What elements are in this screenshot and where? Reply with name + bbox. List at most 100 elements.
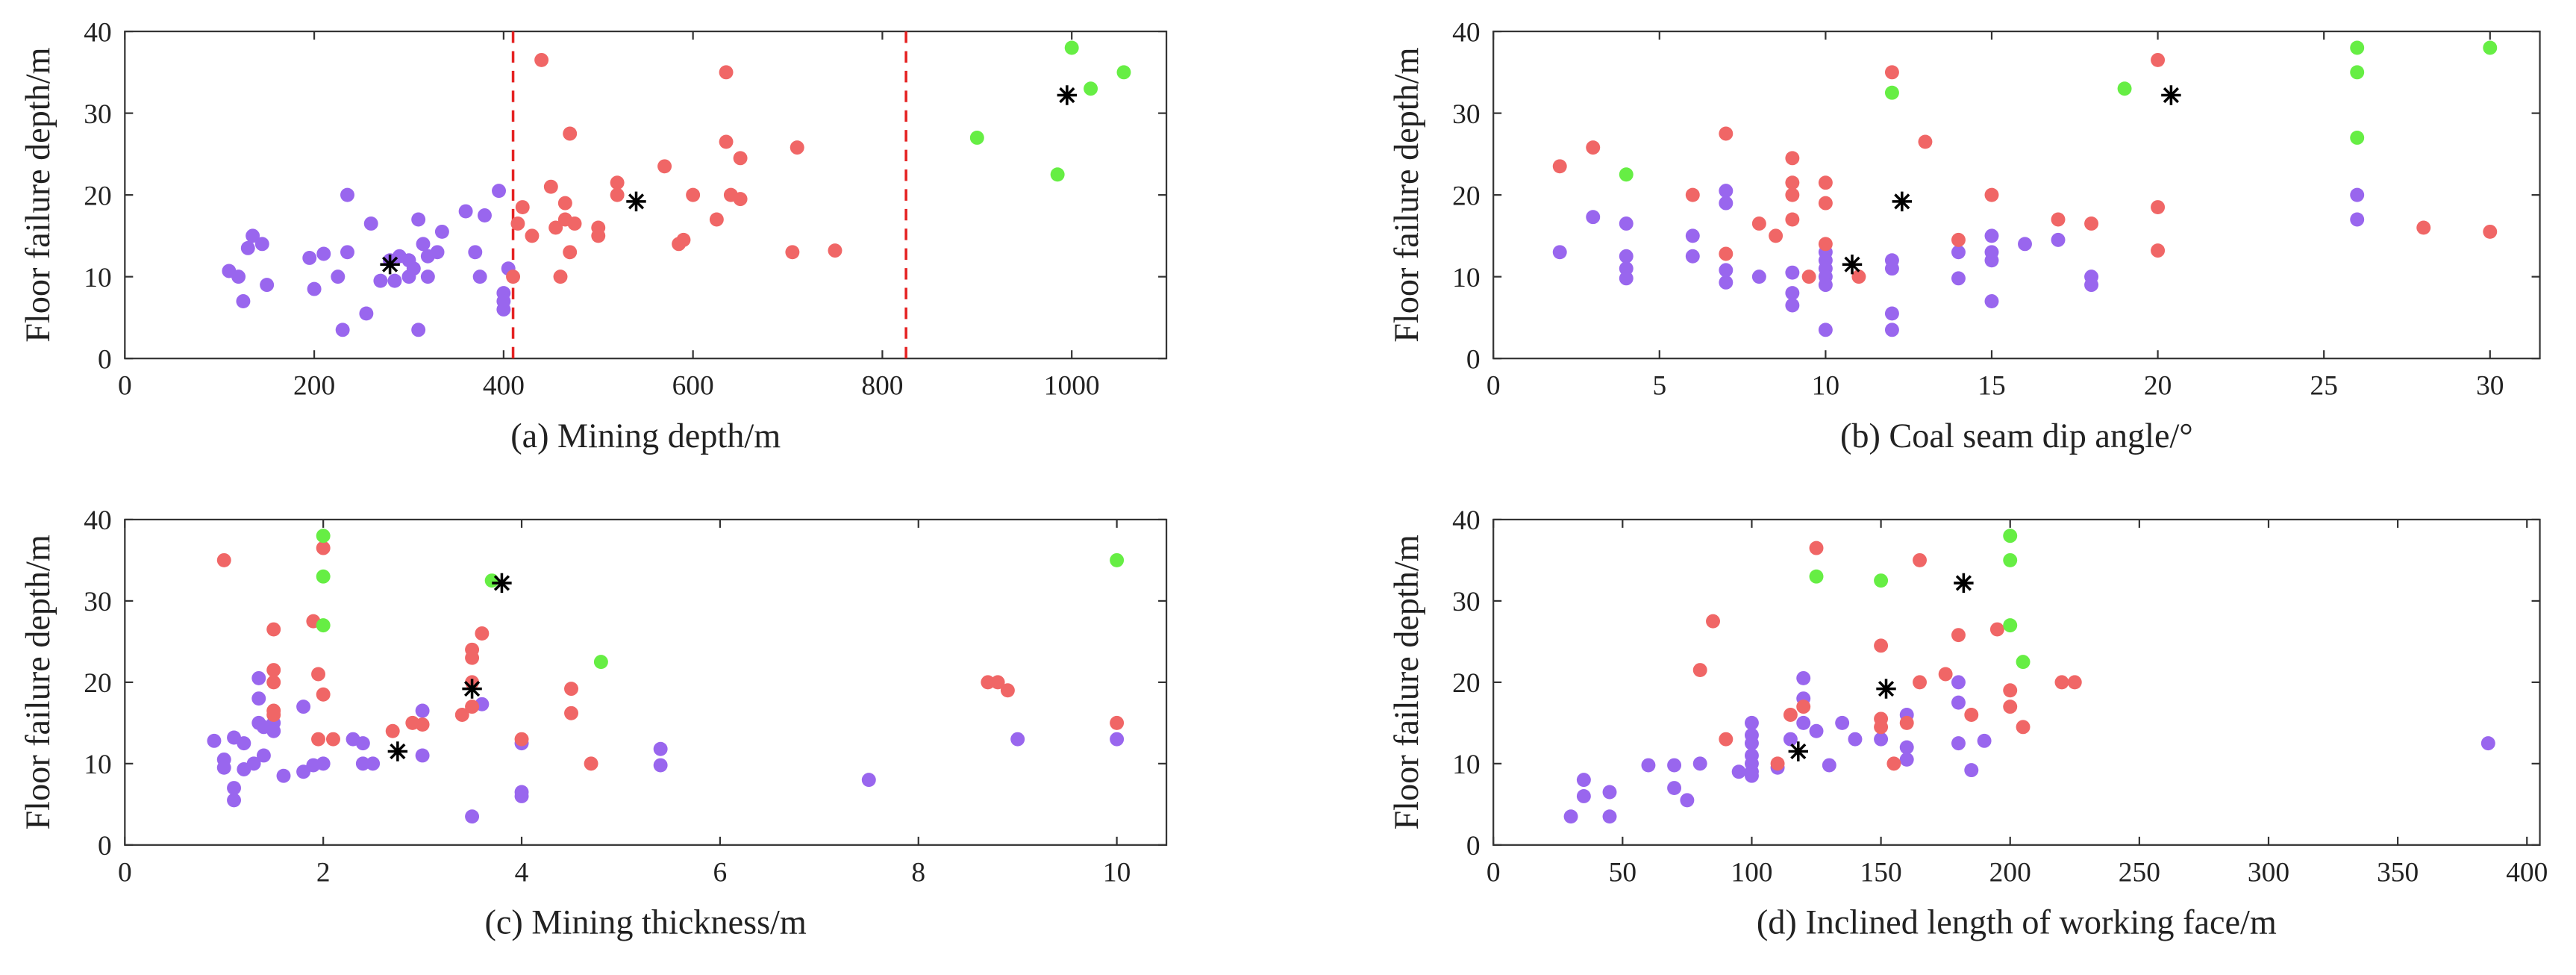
- point: [1719, 275, 1734, 290]
- point: [510, 216, 525, 231]
- y-tick-label: 20: [1452, 668, 1480, 699]
- point: [2350, 130, 2365, 145]
- point: [1783, 708, 1798, 722]
- y-tick-label: 0: [98, 344, 112, 375]
- x-tick-label: 1000: [1044, 371, 1100, 402]
- point: [1719, 126, 1734, 141]
- point: [1576, 773, 1591, 788]
- point: [1084, 81, 1098, 96]
- point: [1110, 552, 1125, 567]
- point: [1770, 756, 1785, 771]
- asterisk-point: [626, 191, 646, 212]
- point: [1899, 715, 1914, 730]
- point: [610, 187, 625, 202]
- subplot: 0 5 10 15 20 25 30 0 10 20 30 40 (b) Coal seam dip a…: [1387, 17, 2541, 455]
- point: [454, 708, 469, 722]
- point: [1913, 675, 1927, 690]
- y-tick-label: 20: [84, 668, 111, 699]
- point: [1951, 232, 1966, 247]
- point: [1796, 715, 1811, 730]
- point: [465, 650, 480, 665]
- asterisk-point: [1954, 573, 1974, 594]
- point: [1796, 700, 1811, 714]
- point: [1809, 569, 1824, 584]
- point: [1964, 763, 1979, 778]
- point: [266, 622, 281, 637]
- point: [316, 618, 331, 633]
- point: [557, 196, 572, 211]
- point: [2084, 216, 2099, 231]
- point: [1641, 758, 1656, 773]
- point: [1000, 683, 1015, 698]
- x-tick-label: 0: [1486, 857, 1501, 888]
- point: [2416, 220, 2431, 235]
- x-axis-label: (c) Mining thickness/m: [485, 903, 807, 941]
- point: [1951, 695, 1966, 710]
- point: [430, 245, 445, 260]
- point: [296, 700, 311, 714]
- point: [1884, 65, 1899, 80]
- point: [406, 261, 421, 276]
- point: [1785, 265, 1800, 280]
- point: [1899, 752, 1914, 767]
- point: [2480, 736, 2495, 751]
- asterisk-point: [1892, 191, 1912, 212]
- point: [326, 732, 340, 747]
- point: [266, 663, 281, 678]
- axes-box: [1492, 518, 2541, 846]
- point: [237, 736, 251, 751]
- point: [1552, 159, 1567, 174]
- point: [465, 809, 480, 824]
- point: [246, 228, 260, 243]
- point: [2117, 81, 2132, 96]
- point: [246, 756, 261, 771]
- point: [355, 756, 370, 771]
- x-axis-label: (d) Inclined length of working face/m: [1757, 903, 2277, 941]
- point: [1667, 781, 1682, 796]
- point: [1822, 758, 1836, 773]
- point: [1951, 736, 1966, 751]
- x-tick-label: 10: [1103, 857, 1131, 888]
- point: [254, 237, 269, 252]
- y-tick-label: 10: [84, 750, 111, 780]
- point: [302, 250, 317, 265]
- point: [543, 179, 558, 194]
- point: [335, 323, 350, 337]
- y-tick-label: 30: [84, 99, 111, 130]
- point: [251, 691, 266, 706]
- point: [2350, 40, 2365, 55]
- point: [1783, 732, 1798, 747]
- point: [1809, 723, 1824, 738]
- point: [610, 175, 625, 190]
- y-tick-label: 0: [98, 831, 112, 862]
- point: [563, 245, 578, 260]
- point: [1116, 65, 1131, 80]
- point: [1977, 733, 1992, 748]
- point: [1719, 184, 1734, 199]
- point: [1918, 134, 1933, 149]
- point: [1619, 167, 1634, 182]
- point: [1818, 237, 1833, 252]
- point: [1010, 732, 1025, 747]
- asterisk-point: [1788, 741, 1809, 761]
- point: [1744, 768, 1759, 783]
- point: [307, 281, 322, 296]
- point: [385, 723, 400, 738]
- point: [2350, 65, 2365, 80]
- point: [2003, 683, 2018, 698]
- point: [2350, 212, 2365, 227]
- point: [1964, 708, 1979, 722]
- point: [1951, 628, 1966, 643]
- point: [1769, 228, 1783, 243]
- point: [1951, 675, 1966, 690]
- point: [1576, 788, 1591, 803]
- point: [1913, 552, 1927, 567]
- point: [969, 130, 984, 145]
- point: [1984, 253, 1999, 268]
- point: [227, 793, 242, 808]
- point: [2016, 720, 2031, 735]
- x-tick-label: 6: [713, 857, 728, 888]
- point: [1851, 270, 1866, 284]
- y-tick-label: 20: [84, 181, 111, 211]
- point: [373, 273, 388, 288]
